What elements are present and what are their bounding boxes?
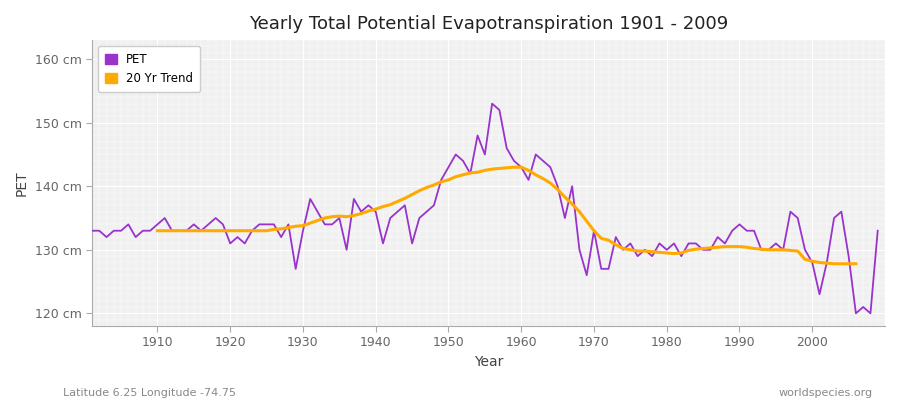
X-axis label: Year: Year — [473, 355, 503, 369]
20 Yr Trend — [698, 246, 708, 251]
Line: PET: PET — [92, 104, 878, 313]
Title: Yearly Total Potential Evapotranspiration 1901 - 2009: Yearly Total Potential Evapotranspiratio… — [249, 15, 728, 33]
20 Yr Trend — [334, 214, 345, 218]
Legend: PET, 20 Yr Trend: PET, 20 Yr Trend — [98, 46, 201, 92]
PET — [850, 311, 861, 316]
Text: Latitude 6.25 Longitude -74.75: Latitude 6.25 Longitude -74.75 — [63, 388, 236, 398]
20 Yr Trend — [152, 228, 163, 233]
20 Yr Trend — [508, 165, 519, 170]
PET — [523, 178, 534, 182]
PET — [305, 196, 316, 201]
PET — [872, 228, 883, 233]
PET — [610, 235, 621, 240]
20 Yr Trend — [174, 228, 184, 233]
20 Yr Trend — [203, 228, 214, 233]
PET — [348, 196, 359, 201]
PET — [86, 228, 97, 233]
20 Yr Trend — [829, 261, 840, 266]
20 Yr Trend — [501, 166, 512, 170]
PET — [516, 165, 526, 170]
PET — [145, 228, 156, 233]
Line: 20 Yr Trend: 20 Yr Trend — [158, 167, 856, 264]
Y-axis label: PET: PET — [15, 170, 29, 196]
20 Yr Trend — [850, 261, 861, 266]
20 Yr Trend — [560, 195, 571, 200]
PET — [487, 101, 498, 106]
Text: worldspecies.org: worldspecies.org — [778, 388, 873, 398]
